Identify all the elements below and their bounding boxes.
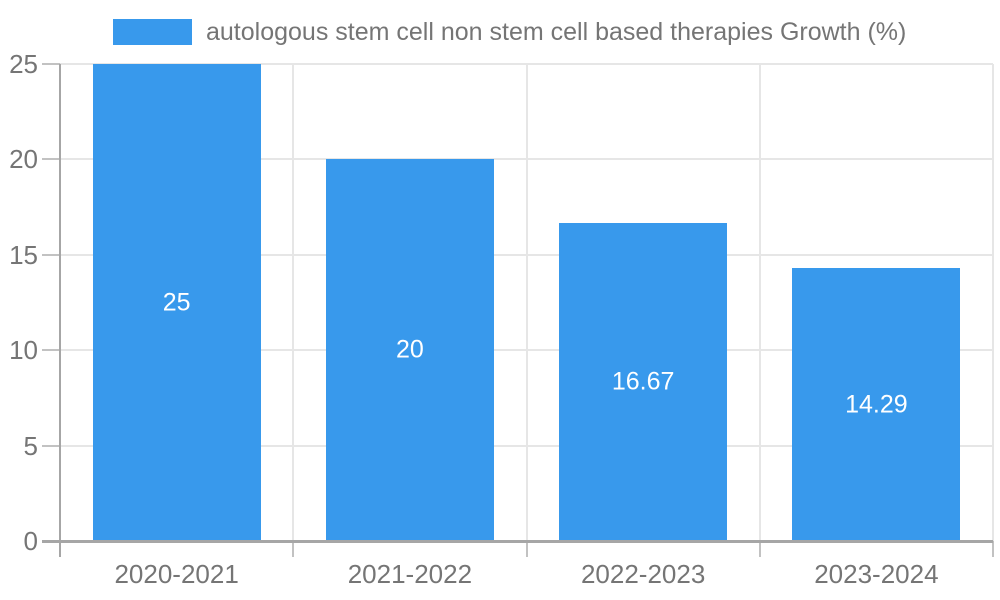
y-tick-label: 15: [9, 239, 38, 270]
bar-value-label: 25: [162, 288, 191, 316]
bar-value-label: 16.67: [611, 367, 675, 396]
gridline-x: [292, 64, 295, 541]
x-tick-mark: [525, 541, 528, 557]
y-tick-label: 0: [23, 526, 38, 556]
bar: [559, 222, 728, 541]
plot-area: 0 5 10 15 20 25 25 20 16.67 14.29 2020-2021 2021-20…: [9, 51, 994, 587]
gridline-x: [758, 64, 761, 541]
bar: [92, 64, 261, 541]
gridline-x: [992, 64, 994, 541]
bar-value-label: 20: [395, 335, 424, 364]
x-tick-mark: [992, 541, 994, 557]
y-tick-mark: [42, 63, 60, 65]
gridline-x: [525, 64, 528, 541]
x-tick-label: 2022-2023: [580, 559, 706, 589]
x-tick-label: 2021-2022: [347, 559, 473, 589]
legend: autologous stem cell non stem cell based…: [113, 19, 906, 45]
x-tick-mark: [292, 541, 295, 557]
x-tick-mark: [758, 541, 761, 557]
bar-value-label: 14.29: [845, 390, 908, 419]
y-axis-line: [59, 64, 61, 557]
y-tick-mark: [42, 349, 60, 352]
bar: [792, 268, 961, 541]
x-tick-label: 2023-2024: [814, 559, 939, 589]
bar: [325, 159, 494, 541]
y-tick-label: 20: [9, 144, 38, 175]
x-axis-line: [42, 540, 993, 543]
y-tick-mark: [42, 444, 60, 447]
y-tick-label: 10: [9, 335, 38, 366]
legend-swatch: [113, 19, 192, 45]
y-tick-mark: [42, 253, 60, 256]
y-tick-label: 5: [23, 430, 38, 461]
x-tick-label: 2020-2021: [114, 559, 239, 589]
y-tick-mark: [42, 158, 60, 161]
y-tick-label: 25: [9, 49, 38, 79]
legend-label: autologous stem cell non stem cell based…: [206, 18, 907, 46]
